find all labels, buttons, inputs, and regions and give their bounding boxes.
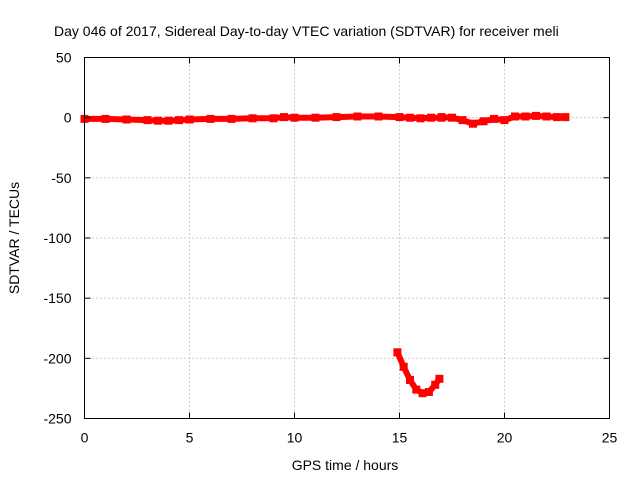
- data-point: [469, 119, 477, 128]
- x-tick-label: 25: [602, 430, 618, 446]
- data-point: [399, 362, 408, 371]
- grid-lines: [84, 57, 610, 419]
- data-point: [416, 114, 425, 123]
- y-tick-label: 50: [56, 50, 72, 66]
- data-point: [427, 113, 435, 122]
- data-point: [185, 115, 194, 124]
- data-point: [490, 114, 498, 123]
- data-series: [80, 111, 570, 398]
- data-point: [448, 113, 456, 122]
- y-axis-label: SDTVAR / TECUs: [6, 182, 22, 294]
- data-point: [561, 113, 570, 122]
- plot-area-frame: [84, 57, 610, 419]
- chart-title: Day 046 of 2017, Sidereal Day-to-day VTE…: [54, 23, 559, 39]
- data-point: [406, 113, 414, 122]
- data-point: [458, 116, 467, 125]
- data-point: [395, 113, 404, 122]
- data-point: [500, 116, 509, 125]
- y-tick-label: -250: [43, 411, 71, 427]
- x-tick-label: 0: [81, 430, 89, 446]
- data-point: [164, 116, 173, 125]
- y-tick-label: -100: [43, 230, 71, 246]
- data-point: [431, 380, 440, 389]
- data-point: [101, 114, 110, 123]
- data-point: [122, 115, 131, 124]
- data-point: [553, 113, 561, 122]
- data-point: [280, 113, 288, 122]
- y-tick-label: -150: [43, 290, 71, 306]
- data-point: [175, 116, 183, 125]
- data-point: [290, 113, 299, 122]
- x-tick-label: 20: [497, 430, 513, 446]
- data-point: [437, 113, 446, 122]
- y-tick-label: 0: [64, 110, 72, 126]
- data-point: [418, 389, 427, 398]
- x-tick-label: 5: [186, 430, 194, 446]
- data-point: [227, 114, 236, 123]
- data-point: [424, 388, 433, 396]
- series-line: [84, 113, 442, 124]
- data-point: [248, 114, 257, 123]
- data-point: [412, 385, 421, 394]
- x-tick-label: 15: [392, 430, 408, 446]
- data-point: [511, 112, 519, 121]
- data-point: [435, 374, 444, 383]
- axis-ticks: 0 5 10 15 20 25 50 0 -50 -100 -150 -200 -250: [43, 50, 617, 446]
- data-point: [311, 113, 320, 122]
- data-point: [479, 117, 488, 126]
- x-axis-label: GPS time / hours: [292, 457, 399, 473]
- data-point: [532, 111, 540, 120]
- y-tick-label: -200: [43, 350, 71, 366]
- data-point: [332, 113, 341, 122]
- data-point: [542, 112, 551, 121]
- data-point: [154, 116, 162, 125]
- data-point: [521, 112, 530, 121]
- data-point: [406, 376, 414, 384]
- y-tick-label: -50: [51, 170, 71, 186]
- data-point: [269, 114, 278, 123]
- data-point: [393, 348, 402, 357]
- data-point: [143, 116, 152, 125]
- data-point: [206, 114, 215, 123]
- x-tick-label: 10: [287, 430, 303, 446]
- data-point: [374, 112, 383, 121]
- data-point: [353, 112, 362, 121]
